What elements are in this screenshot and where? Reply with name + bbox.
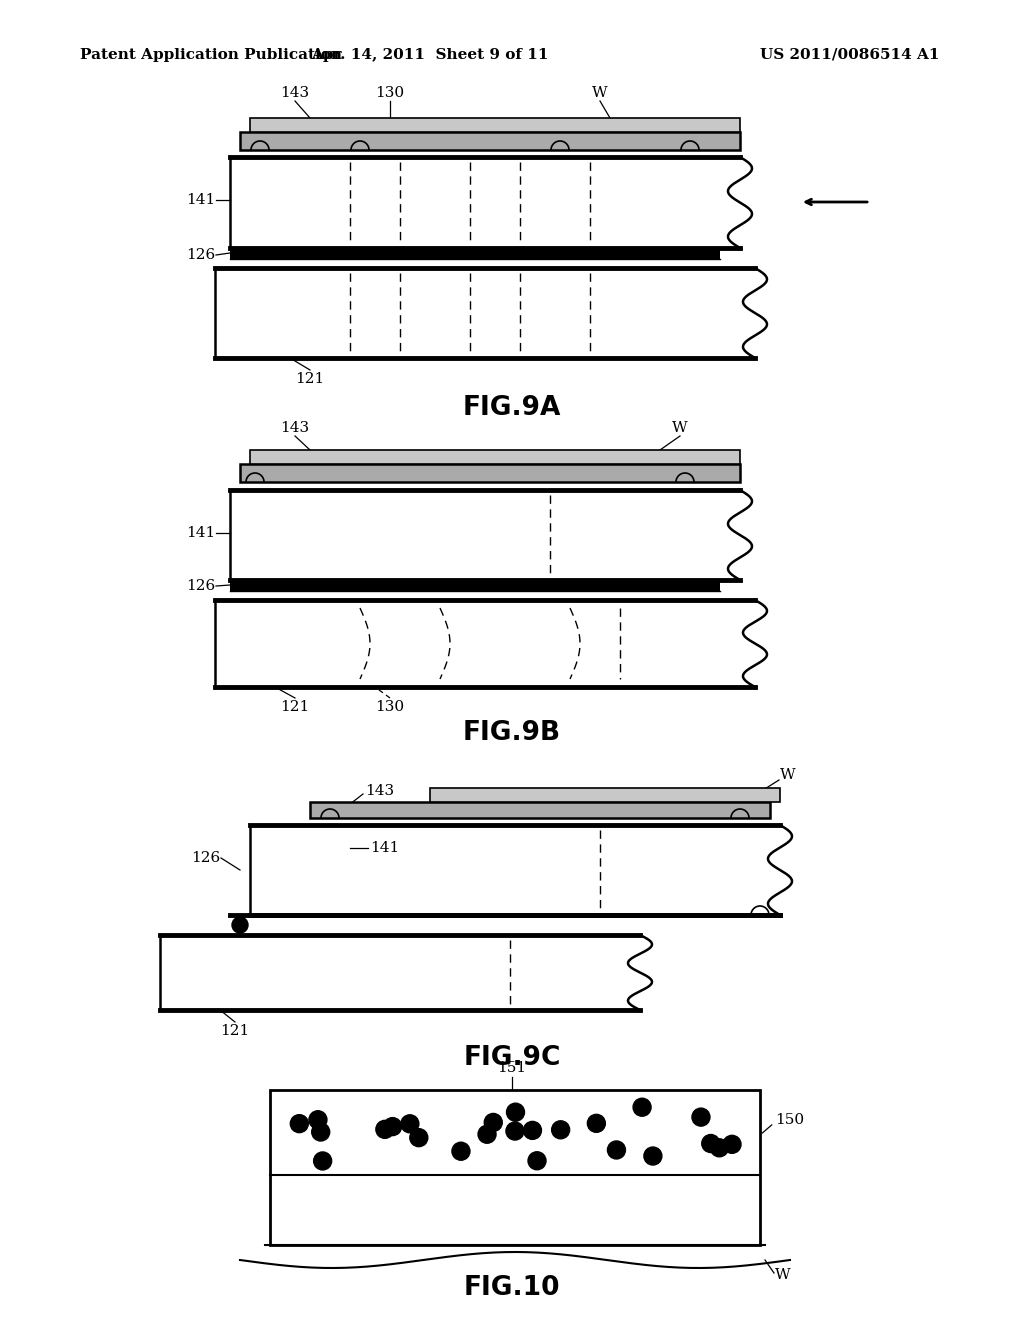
Polygon shape: [230, 490, 740, 579]
Text: Patent Application Publication: Patent Application Publication: [80, 48, 342, 62]
Circle shape: [291, 1114, 308, 1133]
Circle shape: [400, 1115, 419, 1133]
Text: W: W: [592, 86, 608, 100]
Text: Apr. 14, 2011  Sheet 9 of 11: Apr. 14, 2011 Sheet 9 of 11: [311, 48, 549, 62]
Circle shape: [588, 1114, 605, 1133]
Circle shape: [711, 1139, 728, 1156]
FancyBboxPatch shape: [230, 579, 720, 591]
Circle shape: [701, 1134, 720, 1152]
Circle shape: [311, 1123, 330, 1140]
Circle shape: [523, 1122, 542, 1139]
FancyBboxPatch shape: [250, 450, 740, 465]
Text: 143: 143: [281, 421, 309, 436]
FancyBboxPatch shape: [270, 1090, 760, 1245]
Text: 130: 130: [376, 86, 404, 100]
Text: FIG.9C: FIG.9C: [463, 1045, 561, 1071]
Polygon shape: [215, 601, 755, 686]
Text: W: W: [672, 421, 688, 436]
FancyBboxPatch shape: [250, 117, 740, 132]
Text: 126: 126: [190, 851, 220, 865]
Text: 150: 150: [775, 1113, 804, 1127]
Circle shape: [633, 1098, 651, 1117]
Polygon shape: [160, 935, 640, 1010]
Text: US 2011/0086514 A1: US 2011/0086514 A1: [761, 48, 940, 62]
Text: 121: 121: [220, 1024, 250, 1038]
Circle shape: [384, 1118, 401, 1135]
Circle shape: [507, 1104, 524, 1121]
FancyBboxPatch shape: [240, 132, 740, 150]
FancyBboxPatch shape: [240, 465, 740, 482]
FancyBboxPatch shape: [230, 248, 720, 259]
Text: 126: 126: [185, 248, 215, 261]
Polygon shape: [230, 157, 740, 248]
Polygon shape: [215, 268, 755, 358]
Circle shape: [723, 1135, 741, 1154]
Circle shape: [309, 1110, 327, 1129]
Text: 143: 143: [365, 784, 394, 799]
Circle shape: [644, 1147, 662, 1166]
Text: FIG.10: FIG.10: [464, 1275, 560, 1302]
Text: 143: 143: [281, 86, 309, 100]
Text: W: W: [775, 1269, 791, 1282]
Text: 121: 121: [281, 700, 309, 714]
Circle shape: [484, 1114, 502, 1131]
Text: 141: 141: [185, 193, 215, 207]
Text: 130: 130: [376, 700, 404, 714]
Text: FIG.9B: FIG.9B: [463, 719, 561, 746]
Circle shape: [410, 1129, 428, 1147]
Text: 151: 151: [498, 1061, 526, 1074]
Circle shape: [607, 1140, 626, 1159]
FancyBboxPatch shape: [310, 803, 770, 818]
Polygon shape: [250, 825, 780, 915]
Text: 126: 126: [185, 579, 215, 593]
Circle shape: [313, 1152, 332, 1170]
Circle shape: [232, 917, 248, 933]
Text: FIG.9A: FIG.9A: [463, 395, 561, 421]
Text: W: W: [780, 768, 796, 781]
Circle shape: [506, 1122, 524, 1140]
Circle shape: [528, 1152, 546, 1170]
Circle shape: [376, 1121, 394, 1138]
FancyBboxPatch shape: [430, 788, 780, 803]
Text: 141: 141: [370, 841, 399, 855]
Circle shape: [552, 1121, 569, 1139]
Text: 141: 141: [185, 525, 215, 540]
Circle shape: [452, 1142, 470, 1160]
Text: 121: 121: [295, 372, 325, 385]
Circle shape: [692, 1107, 710, 1126]
Circle shape: [478, 1125, 496, 1143]
